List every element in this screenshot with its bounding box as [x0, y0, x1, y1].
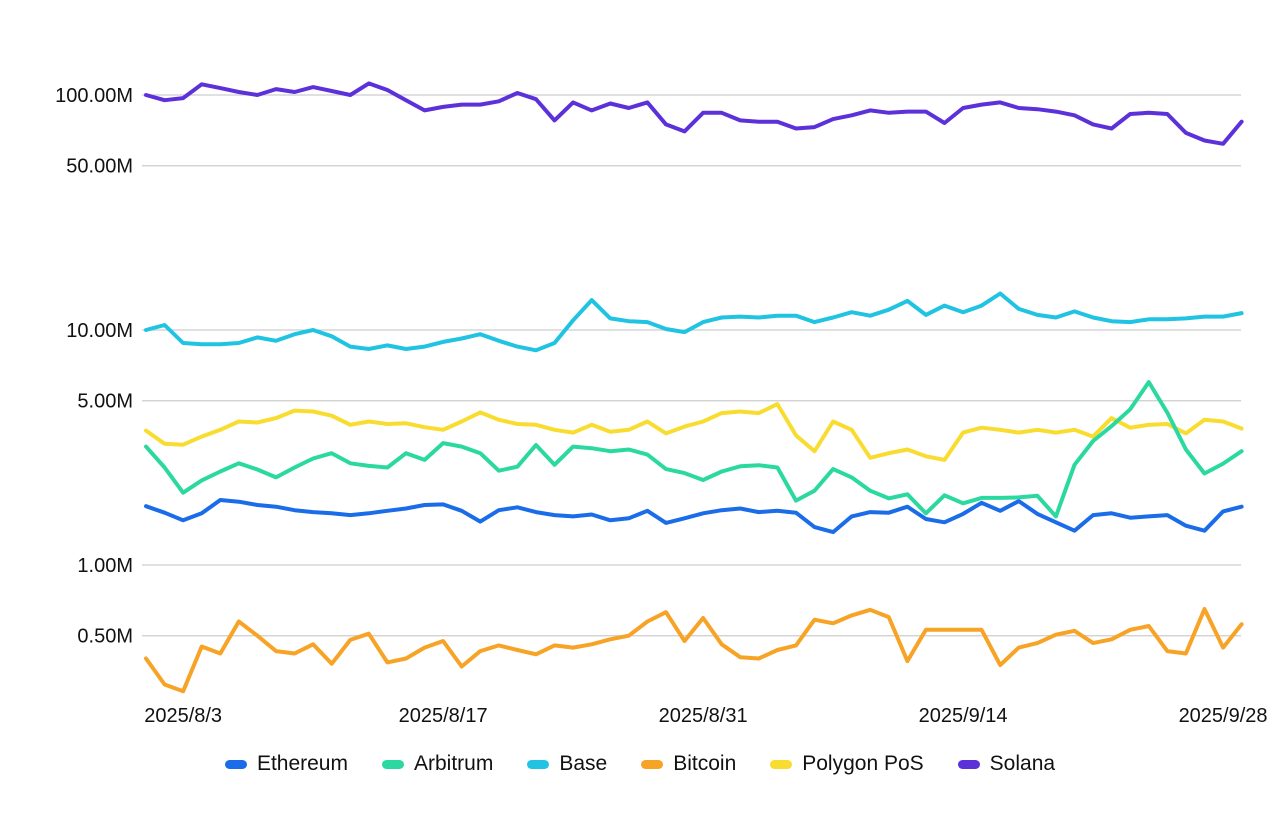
x-tick-label: 2025/8/31	[659, 705, 748, 727]
legend-item-arbitrum[interactable]: Arbitrum	[381, 752, 494, 776]
legend-label: Polygon PoS	[802, 752, 924, 775]
series-line-solana	[144, 81, 1244, 146]
x-tick-label: 2025/8/17	[399, 705, 488, 727]
legend-swatch-icon	[957, 759, 980, 769]
series-line-polygon-pos	[144, 402, 1244, 462]
x-tick-label: 2025/9/28	[1179, 705, 1268, 727]
legend-item-polygon-pos[interactable]: Polygon PoS	[770, 752, 924, 776]
legend-label: Arbitrum	[413, 752, 494, 775]
legend-item-bitcoin[interactable]: Bitcoin	[641, 752, 736, 776]
series-line-bitcoin	[144, 607, 1244, 694]
y-tick-label: 10.00M	[66, 320, 133, 342]
y-tick-label: 0.50M	[77, 626, 133, 648]
series-line-base	[144, 291, 1244, 353]
y-tick-label: 100.00M	[55, 85, 133, 107]
legend-item-ethereum[interactable]: Ethereum	[224, 752, 348, 776]
legend-label: Ethereum	[256, 752, 348, 775]
series-line-ethereum	[144, 498, 1244, 535]
legend: Ethereum Arbitrum Base Bitcoin Polygon PoS So…	[0, 752, 1280, 776]
legend-swatch-icon	[770, 759, 793, 769]
legend-item-base[interactable]: Base	[527, 752, 607, 776]
legend-item-solana[interactable]: Solana	[957, 752, 1056, 776]
x-tick-label: 2025/9/14	[919, 705, 1008, 727]
y-tick-label: 1.00M	[77, 555, 133, 577]
legend-label: Solana	[989, 752, 1056, 775]
series-line-arbitrum	[144, 380, 1244, 519]
legend-label: Bitcoin	[673, 752, 737, 775]
y-tick-label: 5.00M	[77, 391, 133, 413]
legend-label: Base	[559, 752, 608, 775]
x-tick-label: 2025/8/3	[144, 705, 222, 727]
legend-swatch-icon	[224, 759, 247, 769]
y-tick-label: 50.00M	[66, 156, 133, 178]
legend-swatch-icon	[527, 759, 550, 769]
legend-swatch-icon	[381, 759, 404, 769]
legend-swatch-icon	[641, 759, 664, 769]
line-chart: 100.00M 50.00M 10.00M 5.00M 1.00M 0.50M 2025/8…	[55, 81, 1268, 727]
